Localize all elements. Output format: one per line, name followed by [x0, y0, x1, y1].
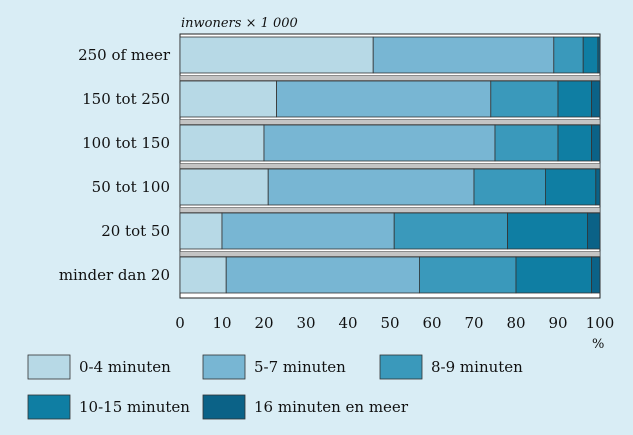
bar-segment-2-5 — [591, 80, 601, 118]
legend-label: 5-7 minuten — [254, 358, 346, 376]
category-labels: 250 of meer 150 tot 250 100 tot 150 50 tot … — [59, 46, 171, 284]
x-tick-label: 20 — [254, 314, 273, 332]
bar-segment-4-3 — [473, 168, 546, 206]
legend-swatch — [379, 354, 423, 380]
bar-segment-4-4 — [545, 168, 597, 206]
category-label: 100 tot 150 — [82, 134, 170, 152]
x-tick-label: 50 — [380, 314, 399, 332]
bar-segment-1-4 — [582, 36, 599, 74]
bar-segment-6-2 — [225, 256, 420, 294]
category-label: minder dan 20 — [59, 266, 170, 284]
bar-segment-5-5 — [587, 212, 601, 250]
bar-segment-6-3 — [418, 256, 517, 294]
bar-segment-4-5 — [595, 168, 601, 206]
row-separator — [179, 75, 601, 81]
x-tick-label: 70 — [464, 314, 483, 332]
x-tick-label: 80 — [506, 314, 525, 332]
legend-label: 8-9 minuten — [431, 358, 523, 376]
x-tick-label: 40 — [338, 314, 357, 332]
bar-segment-1-2 — [372, 36, 555, 74]
legend-label: 0-4 minuten — [79, 358, 171, 376]
legend-swatch — [202, 354, 246, 380]
bar-segment-3-2 — [263, 124, 496, 162]
bar-segment-2-4 — [557, 80, 592, 118]
bar-segment-5-4 — [507, 212, 588, 250]
bars-group — [179, 36, 601, 294]
legend-swatch — [202, 394, 246, 420]
row-separator — [179, 119, 601, 125]
category-label: 50 tot 100 — [92, 178, 170, 196]
bar-segment-4-2 — [267, 168, 475, 206]
bar-segment-6-1 — [179, 256, 227, 294]
x-tick-label: 10 — [212, 314, 231, 332]
bar-segment-3-4 — [557, 124, 592, 162]
category-label: 150 tot 250 — [82, 90, 170, 108]
x-tick-label: 0 — [175, 314, 185, 332]
legend-swatch — [27, 394, 71, 420]
x-axis-label: % — [592, 337, 604, 352]
bar-segment-2-1 — [179, 80, 277, 118]
legend: 0-4 minuten 5-7 minuten 8-9 minuten 10-15 m… — [27, 354, 523, 420]
bar-segment-3-3 — [494, 124, 559, 162]
row-separator — [179, 163, 601, 169]
legend-label: 16 minuten en meer — [254, 398, 409, 416]
bar-segment-1-3 — [553, 36, 584, 74]
unit-label: inwoners × 1 000 — [181, 16, 298, 31]
bar-segment-3-5 — [591, 124, 601, 162]
row-separator — [179, 251, 601, 257]
row-separator — [179, 207, 601, 213]
x-tick-label: 100 — [586, 314, 615, 332]
x-tick-label: 30 — [296, 314, 315, 332]
bar-segment-5-1 — [179, 212, 223, 250]
x-tick-label: 60 — [422, 314, 441, 332]
category-label: 20 tot 50 — [101, 222, 170, 240]
category-label: 250 of meer — [78, 46, 171, 64]
bar-segment-3-1 — [179, 124, 265, 162]
bar-segment-2-3 — [490, 80, 559, 118]
bar-segment-6-4 — [515, 256, 592, 294]
legend-swatch — [27, 354, 71, 380]
bar-segment-4-1 — [179, 168, 269, 206]
bar-segment-5-2 — [221, 212, 395, 250]
x-tick-labels: 0 10 20 30 40 50 60 70 80 90 100 — [175, 314, 614, 332]
bar-segment-6-5 — [591, 256, 601, 294]
bar-segment-1-1 — [179, 36, 374, 74]
bar-segment-1-5 — [597, 36, 601, 74]
bar-segment-2-2 — [276, 80, 492, 118]
x-tick-label: 90 — [548, 314, 567, 332]
legend-label: 10-15 minuten — [79, 398, 190, 416]
bar-segment-5-3 — [393, 212, 509, 250]
